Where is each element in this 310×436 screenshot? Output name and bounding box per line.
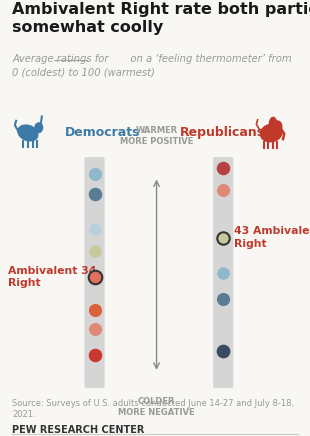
Point (29, 129, 33, 136)
Ellipse shape (273, 121, 282, 132)
Text: 43 Ambivalent
Right: 43 Ambivalent Right (234, 226, 310, 249)
Point (92, 352, 97, 359)
Point (221, 269, 226, 276)
Ellipse shape (260, 124, 282, 142)
FancyBboxPatch shape (213, 157, 233, 388)
Text: WARMER
MORE POSITIVE: WARMER MORE POSITIVE (120, 126, 193, 146)
Text: PEW RESEARCH CENTER: PEW RESEARCH CENTER (12, 425, 145, 435)
Point (221, 295, 226, 302)
Text: Republicans: Republicans (180, 126, 265, 140)
Text: COLDER
MORE NEGATIVE: COLDER MORE NEGATIVE (118, 397, 195, 417)
Ellipse shape (269, 117, 276, 129)
Point (92, 273, 97, 280)
Ellipse shape (18, 125, 38, 141)
Ellipse shape (35, 123, 42, 133)
Text: Average ratings for       on a ‘feeling thermometer’ from
0 (coldest) to 100 (wa: Average ratings for on a ‘feeling thermo… (12, 54, 292, 77)
Point (221, 186, 226, 193)
Point (92, 306, 97, 313)
Text: ★: ★ (22, 123, 40, 143)
Point (221, 164, 226, 171)
Point (92, 247, 97, 254)
Point (92, 191, 97, 198)
Text: Democrats: Democrats (65, 126, 141, 140)
FancyBboxPatch shape (84, 157, 104, 388)
Point (92, 225, 97, 232)
Point (92, 326, 97, 333)
Point (221, 234, 226, 241)
Point (92, 171, 97, 178)
Text: Ambivalent 34
Right: Ambivalent 34 Right (8, 266, 96, 288)
Point (221, 347, 226, 354)
Text: Source: Surveys of U.S. adults conducted June 14-27 and July 8-18,
2021.: Source: Surveys of U.S. adults conducted… (12, 399, 294, 419)
Text: Ambivalent Right rate both parties
somewhat coolly: Ambivalent Right rate both parties somew… (12, 2, 310, 35)
Text: ✦: ✦ (19, 121, 40, 145)
